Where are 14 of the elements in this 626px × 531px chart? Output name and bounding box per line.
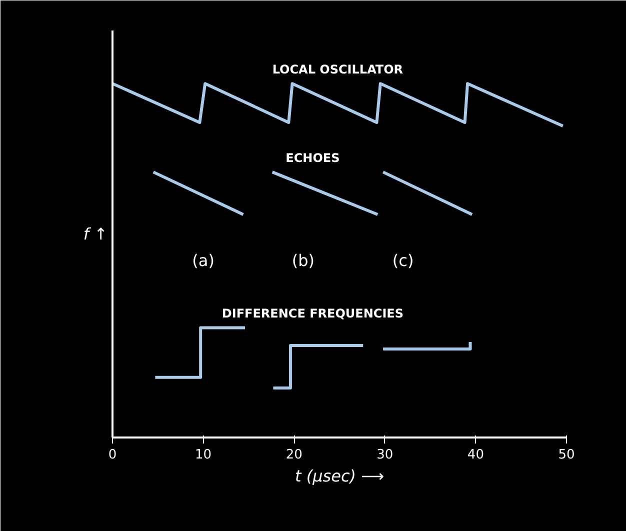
series-label: DIFFERENCE FREQUENCIES [222, 306, 404, 321]
series-label: ECHOES [286, 150, 340, 165]
series-label: LOCAL OSCILLATOR [272, 62, 404, 77]
annotation: (a) [192, 251, 214, 270]
x-tick-label: 30 [376, 448, 394, 462]
x-tick-label: 0 [108, 448, 117, 462]
x-axis-title: t (μsec) ⟶ [294, 466, 384, 486]
annotation: (c) [392, 251, 414, 270]
x-tick-label: 10 [195, 448, 212, 462]
x-tick-label: 40 [467, 448, 484, 462]
x-tick-label: 20 [286, 448, 302, 462]
x-tick-label: 50 [558, 448, 575, 462]
annotation: (b) [292, 251, 314, 270]
y-axis-title: f ↑ [83, 224, 108, 244]
